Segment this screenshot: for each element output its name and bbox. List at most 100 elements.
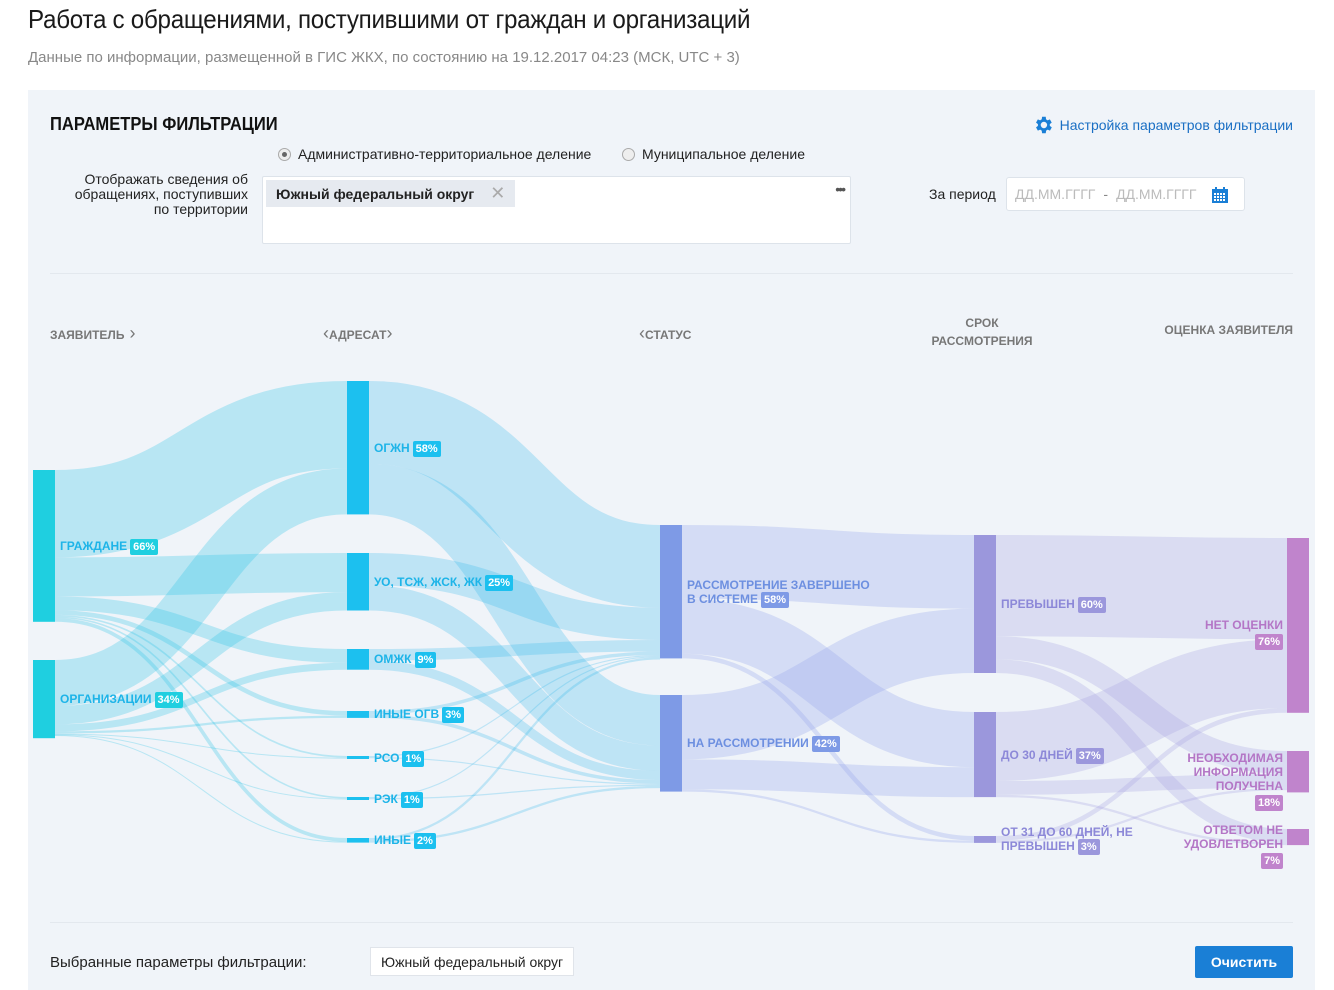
sankey-node-iogv[interactable] — [347, 711, 369, 718]
sankey-link[interactable] — [54, 614, 348, 758]
chevron-left-icon[interactable]: ‹ — [323, 323, 329, 343]
node-label[interactable]: НА РАССМОТРЕНИИ 42% — [687, 736, 840, 753]
sankey-link[interactable] — [995, 794, 1288, 846]
sankey-link[interactable] — [681, 789, 975, 843]
sankey-node-omzhk[interactable] — [347, 649, 369, 670]
sankey-link[interactable] — [54, 596, 348, 663]
chevron-right-icon[interactable]: › — [124, 323, 136, 343]
sankey-node-info[interactable] — [1287, 751, 1309, 793]
node-label[interactable]: ОГЖН 58% — [374, 440, 441, 457]
selected-filters-label: Выбранные параметры фильтрации: — [50, 954, 307, 971]
node-label[interactable]: РАССМОТРЕНИЕ ЗАВЕРШЕНО В СИСТЕМЕ 58% — [687, 578, 877, 608]
node-label[interactable]: НЕТ ОЦЕНКИ 76% — [1163, 618, 1283, 650]
selected-filter-chip: Южный федеральный округ — [370, 947, 575, 976]
sankey-node-o[interactable] — [33, 660, 55, 739]
more-options-button[interactable]: ••• — [835, 181, 846, 197]
node-label[interactable]: ПРЕВЫШЕН 60% — [1001, 597, 1106, 613]
clear-button[interactable]: Очистить — [1195, 946, 1293, 978]
sankey-link[interactable] — [368, 553, 661, 640]
radio-label: Административно-территориальное деление — [298, 146, 592, 162]
sankey-link[interactable] — [54, 662, 348, 732]
remove-chip-icon[interactable]: ✕ — [490, 183, 506, 203]
node-label-text: ОТ 31 ДО 60 ДНЕЙ, НЕ ПРЕВЫШЕН — [1001, 825, 1133, 854]
sankey-link[interactable] — [368, 585, 661, 771]
sankey-link[interactable] — [681, 598, 975, 768]
sankey-node-pending[interactable] — [660, 695, 682, 792]
sankey-link[interactable] — [54, 616, 348, 799]
node-label[interactable]: ОРГАНИЗАЦИИ 34% — [60, 692, 183, 709]
sankey-link[interactable] — [368, 714, 661, 784]
sankey-node-rso[interactable] — [347, 756, 369, 759]
sankey-link[interactable] — [681, 608, 975, 760]
sankey-link[interactable] — [54, 468, 348, 706]
sankey-link[interactable] — [54, 733, 348, 759]
sankey-node-ogzhn[interactable] — [347, 381, 369, 515]
sankey-link[interactable] — [54, 592, 348, 725]
percent-badge: 34% — [154, 692, 183, 709]
sankey-link[interactable] — [368, 657, 661, 841]
chevron-left-icon[interactable]: ‹ — [639, 323, 645, 343]
sankey-node-d60[interactable] — [974, 836, 996, 843]
sankey-link[interactable] — [995, 774, 1288, 795]
sankey-link[interactable] — [368, 651, 661, 715]
divider — [50, 273, 1293, 274]
territory-select[interactable]: Южный федеральный округ ✕ ••• — [262, 176, 851, 244]
node-label[interactable]: ГРАЖДАНЕ 66% — [60, 538, 159, 555]
radio-unchecked-icon — [622, 147, 635, 161]
sankey-node-unsat[interactable] — [1287, 829, 1309, 846]
sankey-node-done[interactable] — [660, 525, 682, 659]
sankey-link[interactable] — [54, 553, 348, 597]
sankey-link[interactable] — [54, 381, 348, 558]
radio-municipal-division[interactable]: Муниципальное деление — [622, 146, 805, 162]
sankey-link[interactable] — [367, 463, 662, 746]
sankey-node-none[interactable] — [1287, 538, 1309, 713]
node-label[interactable]: УО, ТСЖ, ЖСК, ЖК 25% — [374, 574, 514, 591]
node-label[interactable]: РСО 1% — [374, 750, 425, 767]
node-label[interactable]: ОМЖК 9% — [374, 652, 437, 669]
node-label[interactable]: ОТ 31 ДО 60 ДНЕЙ, НЕ ПРЕВЫШЕН 3% — [1001, 825, 1141, 856]
sankey-link[interactable] — [54, 734, 348, 800]
sankey-link[interactable] — [681, 525, 975, 609]
filter-settings-link[interactable]: Настройка параметров фильтрации — [1032, 114, 1293, 136]
node-label[interactable]: ИНЫЕ ОГВ 3% — [374, 707, 465, 724]
sankey-link[interactable] — [54, 618, 348, 842]
sankey-link[interactable] — [54, 610, 348, 716]
sankey-node-uo[interactable] — [347, 553, 369, 611]
sankey-link[interactable] — [995, 639, 1288, 781]
sankey-node-g[interactable] — [33, 470, 55, 622]
percent-badge: 60% — [1077, 597, 1106, 613]
sankey-link[interactable] — [54, 715, 348, 734]
column-addressee[interactable]: ‹АДРЕСАТ› — [323, 323, 392, 344]
sankey-link[interactable] — [368, 656, 661, 799]
sankey-link[interactable] — [995, 535, 1288, 640]
sankey-node-other[interactable] — [347, 838, 369, 843]
sankey-node-over[interactable] — [974, 535, 996, 673]
node-label[interactable]: ИНЫЕ 2% — [374, 833, 436, 850]
sankey-link[interactable] — [995, 636, 1288, 774]
percent-badge: 58% — [761, 591, 790, 608]
node-label-text: ОРГАНИЗАЦИИ — [60, 692, 152, 707]
node-label-text: РЭК — [374, 791, 398, 806]
calendar-icon[interactable] — [1212, 187, 1228, 203]
sankey-link[interactable] — [995, 708, 1288, 841]
node-label[interactable]: РЭК 1% — [374, 791, 423, 808]
node-label[interactable]: ДО 30 ДНЕЙ 37% — [1001, 747, 1104, 764]
sankey-link[interactable] — [367, 381, 662, 608]
node-label[interactable]: ОТВЕТОМ НЕ УДОВЛЕТВОРЕН 7% — [1163, 823, 1283, 869]
sankey-link[interactable] — [995, 659, 1288, 843]
chevron-right-icon[interactable]: › — [386, 323, 393, 343]
column-applicant[interactable]: ЗАЯВИТЕЛЬ › — [50, 323, 135, 344]
sankey-link[interactable] — [54, 734, 348, 843]
column-status[interactable]: ‹СТАТУС — [639, 323, 691, 344]
column-rating: ОЦЕНКА ЗАЯВИТЕЛЯ — [1164, 323, 1293, 337]
node-label[interactable]: НЕОБХОДИМАЯ ИНФОРМАЦИЯ ПОЛУЧЕНА 18% — [1163, 751, 1283, 811]
sankey-link[interactable] — [995, 787, 1288, 843]
sankey-link[interactable] — [368, 660, 661, 781]
radio-admin-division[interactable]: Административно-территориальное деление — [278, 146, 591, 162]
sankey-node-rek[interactable] — [347, 797, 369, 800]
node-label-text: НЕОБХОДИМАЯ ИНФОРМАЦИЯ ПОЛУЧЕНА — [1187, 751, 1283, 793]
sankey-node-d30[interactable] — [974, 712, 996, 798]
date-range-input[interactable]: ДД.ММ.ГГГГ - ДД.ММ.ГГГГ — [1006, 177, 1245, 211]
sankey-link[interactable] — [681, 759, 975, 798]
percent-badge: 3% — [1077, 839, 1100, 856]
